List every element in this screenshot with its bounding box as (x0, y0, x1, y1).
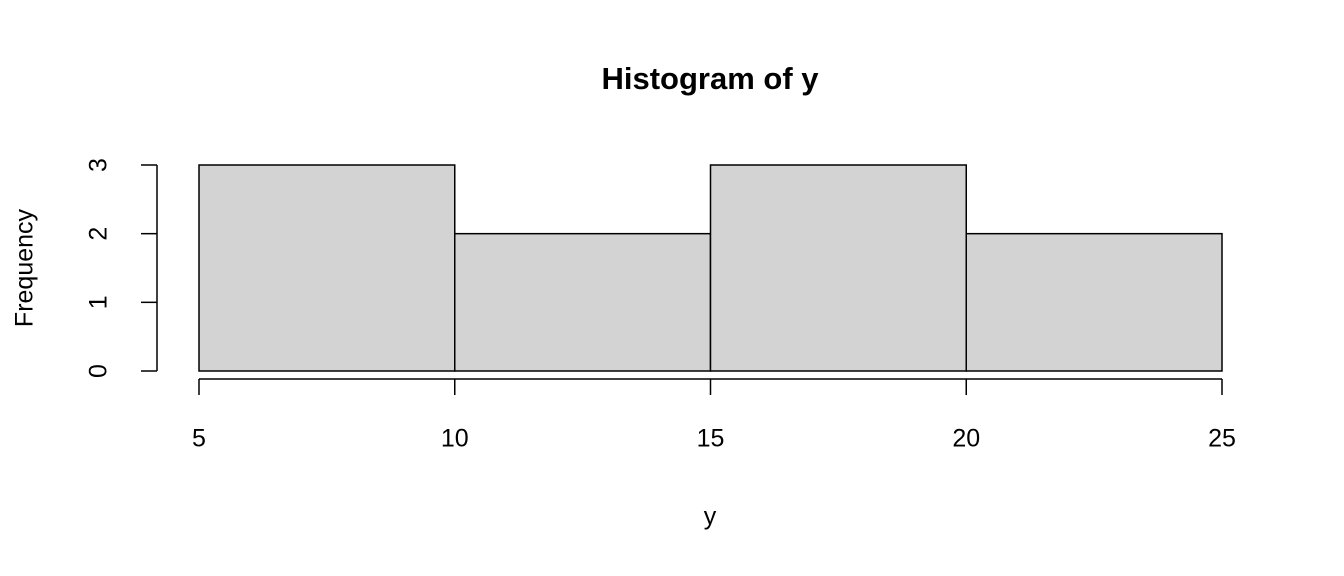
y-tick-label: 0 (85, 364, 113, 378)
bar (454, 232, 712, 372)
y-tick-label: 2 (85, 227, 113, 241)
y-tick-label: 1 (85, 295, 113, 309)
x-axis-label: y (704, 503, 717, 531)
bar (198, 164, 456, 372)
bar (965, 232, 1223, 372)
chart-title: Histogram of y (601, 61, 819, 96)
y-axis-label: Frequency (11, 208, 39, 327)
x-tick-label: 15 (697, 425, 725, 453)
x-tick-label: 10 (441, 425, 469, 453)
x-tick-label: 25 (1208, 425, 1236, 453)
y-tick-label: 3 (85, 158, 113, 172)
x-tick-label: 5 (192, 425, 206, 453)
bar (709, 164, 967, 372)
x-tick-label: 20 (952, 425, 980, 453)
